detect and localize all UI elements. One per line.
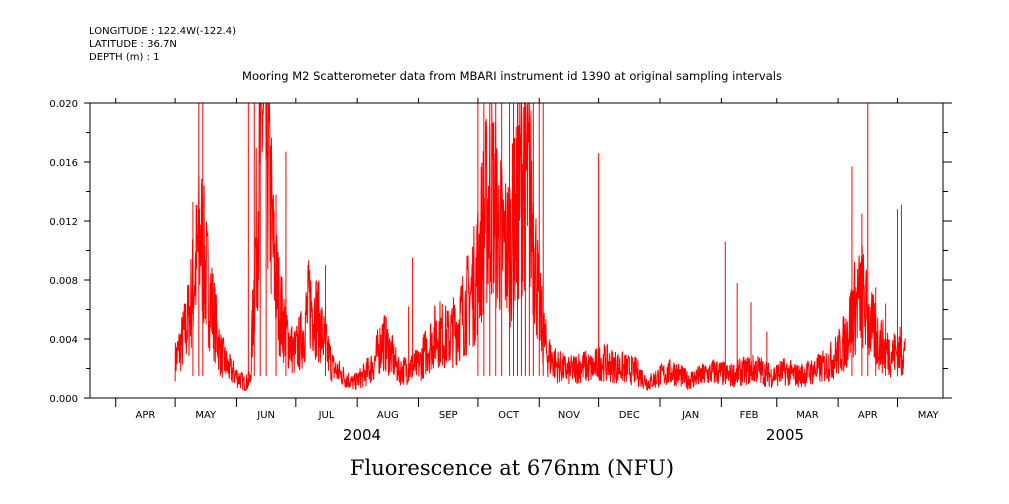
x-tick-label: JAN: [681, 410, 699, 421]
latitude-label: LATITUDE : 36.7N: [89, 39, 177, 50]
y-tick-label: 0.004: [49, 335, 78, 346]
chart-title: Mooring M2 Scatterometer data from MBARI…: [242, 69, 782, 83]
series-line: [174, 102, 906, 391]
x-tick-label: SEP: [439, 410, 458, 421]
x-tick-label: FEB: [740, 410, 759, 421]
y-tick-label: 0.016: [49, 158, 78, 169]
y-axis: 0.000 0.004 0.008 0.012 0.016 0.020: [49, 99, 952, 405]
y-tick-label: 0.020: [49, 99, 78, 110]
year-label-2005: 2005: [766, 426, 804, 444]
x-tick-label: OCT: [498, 410, 520, 421]
x-tick-label: MAY: [195, 410, 217, 421]
year-label-2004: 2004: [343, 426, 381, 444]
y-tick-label: 0.012: [49, 217, 78, 228]
x-axis-label: Fluorescence at 676nm (NFU): [350, 456, 674, 480]
y-tick-label: 0.008: [49, 276, 78, 287]
plot-area: 0.000 0.004 0.008 0.012 0.016 0.020 APR MAY JUN…: [49, 98, 952, 421]
x-tick-label: MAY: [918, 410, 940, 421]
depth-label: DEPTH (m) : 1: [89, 52, 160, 63]
x-axis: APR MAY JUN JUL AUG SEP OCT NOV DEC JAN FEB MAR APR M…: [115, 98, 940, 421]
longitude-label: LONGITUDE : 122.4W(-122.4): [89, 26, 236, 37]
y-tick-label: 0.000: [49, 394, 78, 405]
x-tick-label: JUN: [256, 410, 275, 421]
x-tick-label: MAR: [796, 410, 818, 421]
x-tick-label: APR: [136, 410, 156, 421]
x-tick-label: APR: [858, 410, 878, 421]
series-layer: [174, 102, 906, 391]
x-tick-label: NOV: [558, 410, 580, 421]
x-tick-label: AUG: [377, 410, 399, 421]
x-tick-label: JUL: [318, 410, 335, 421]
x-tick-label: DEC: [619, 410, 640, 421]
